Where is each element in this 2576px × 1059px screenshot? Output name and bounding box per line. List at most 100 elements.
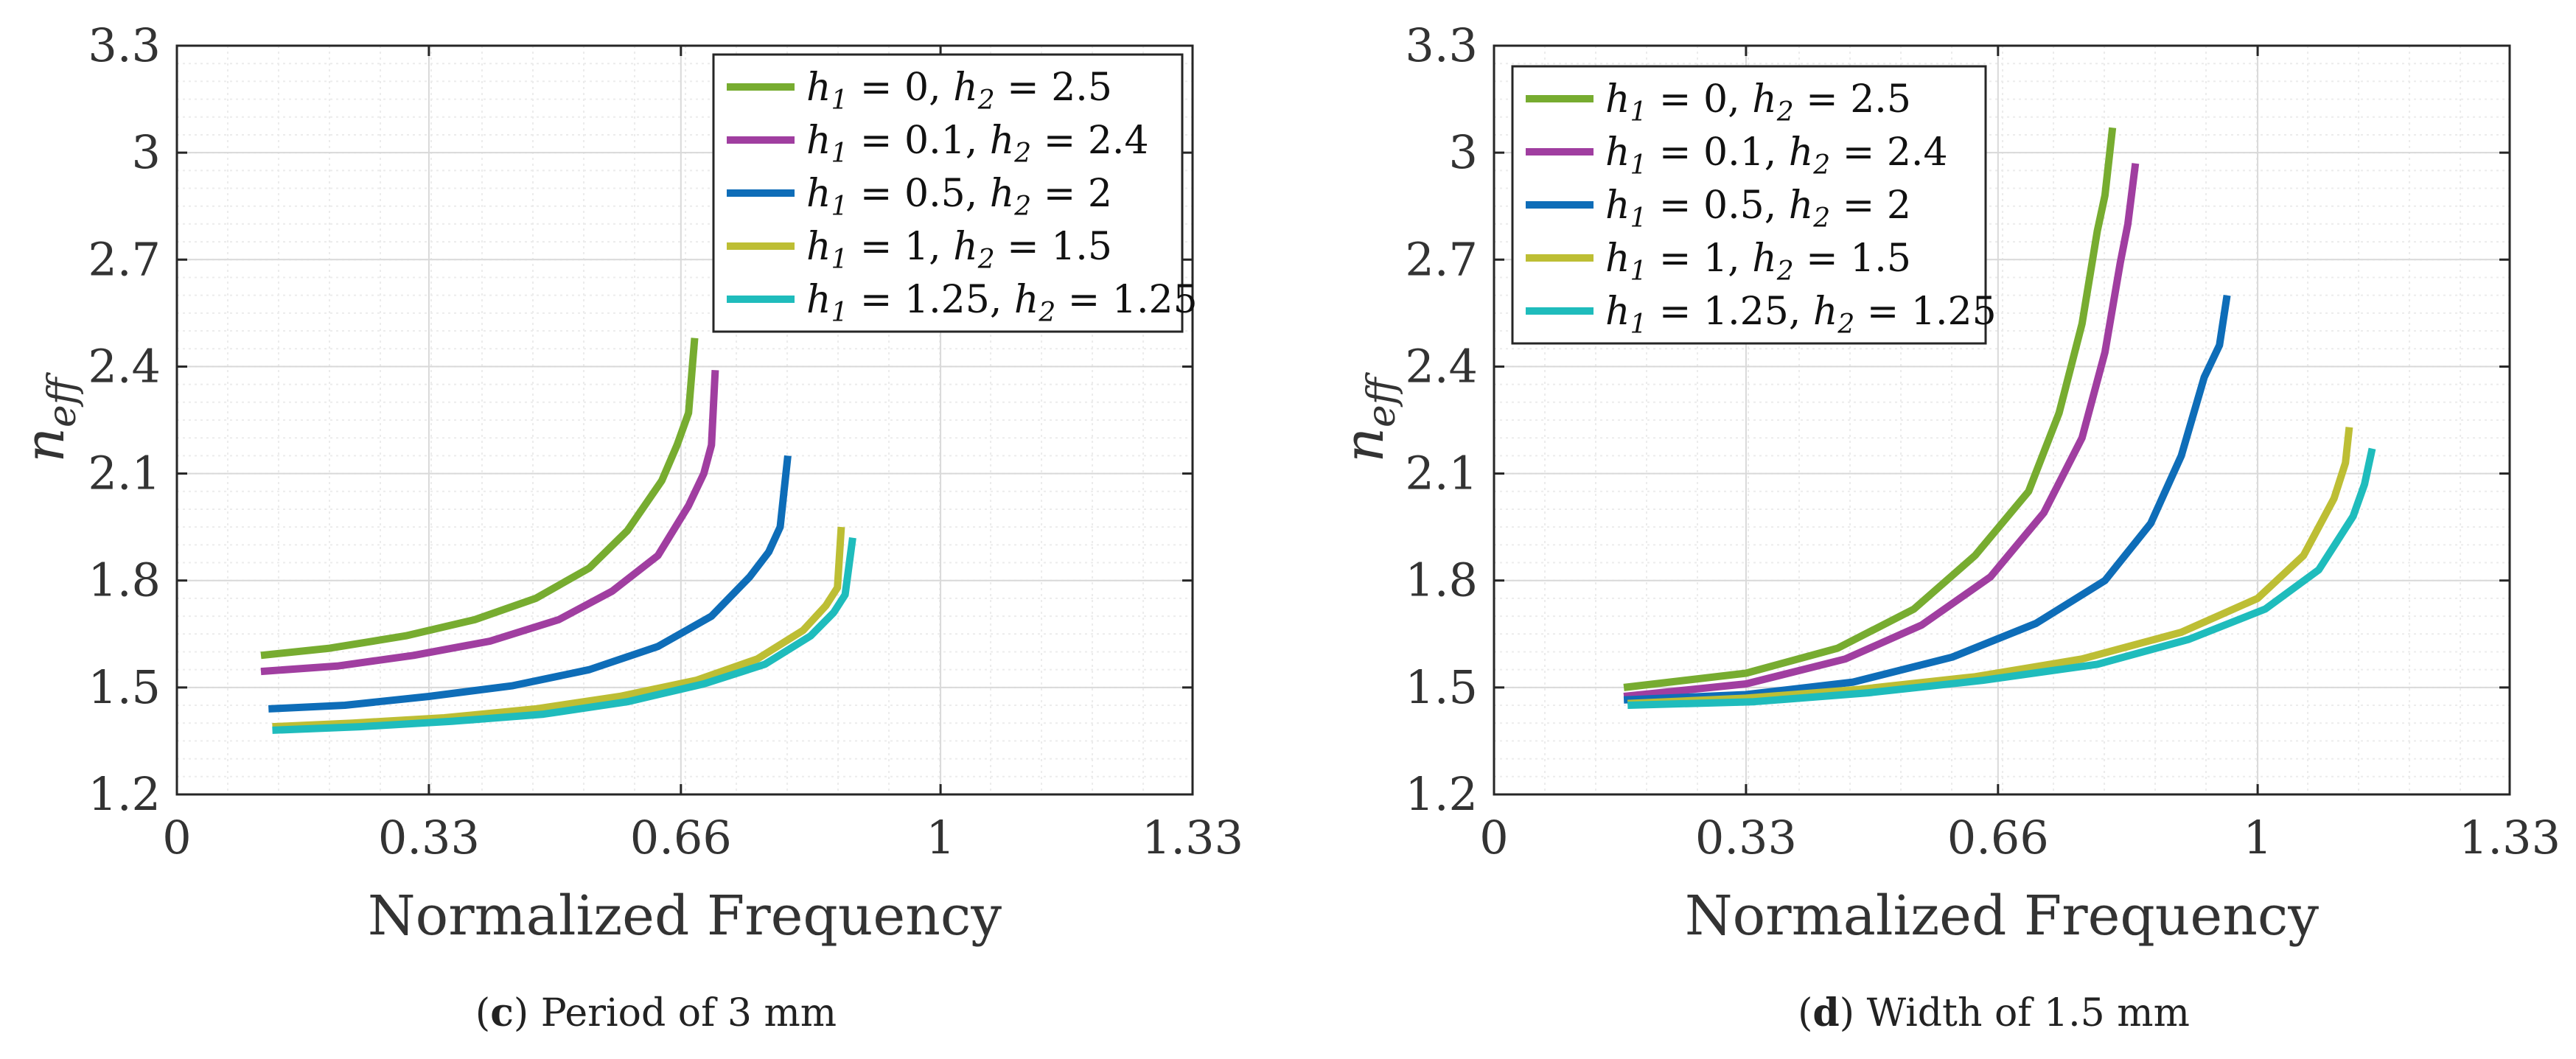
y-axis-label: neff <box>13 371 85 462</box>
x-tick-label: 1 <box>926 811 954 864</box>
y-axis-label-sub: eff <box>41 371 85 427</box>
y-tick-label: 2.1 <box>1405 447 1478 500</box>
y-tick-label: 3.3 <box>1405 18 1478 72</box>
legend-label-part: 1 <box>1630 310 1647 340</box>
legend-label-part: h <box>1752 237 1777 281</box>
y-tick-label: 1.2 <box>1405 767 1478 821</box>
x-axis-label: Normalized Frequency <box>368 884 1002 948</box>
series-line-3 <box>268 455 792 713</box>
y-axis-label: neff <box>1333 371 1404 462</box>
legend-label-part: h <box>1789 130 1814 175</box>
legend-label-3: h1 = 0.5, h2 = 2 <box>1605 184 1911 234</box>
legend-label-part: 2 <box>1812 203 1830 234</box>
legend-label-part: = 0.1, <box>1647 130 1788 175</box>
legend-label-part: = 0.5, <box>1647 184 1788 228</box>
legend-label-part: = 1.25 <box>1055 278 1197 322</box>
legend-label-part: = 0, <box>848 66 953 110</box>
y-tick-label: 3.3 <box>88 18 161 72</box>
series-group <box>260 338 856 734</box>
x-tick-label: 0.33 <box>1695 811 1797 864</box>
legend-label-part: = 1.5 <box>1794 237 1911 281</box>
y-tick-label: 1.8 <box>88 553 161 607</box>
legend-label-part: h <box>1813 290 1838 334</box>
legend-label-part: h <box>806 278 831 322</box>
series-line-2 <box>260 370 719 676</box>
legend-label-part: h <box>1605 77 1630 122</box>
caption-close: ) <box>514 991 541 1035</box>
caption-letter: c <box>490 990 514 1035</box>
caption-open: ( <box>1798 991 1812 1035</box>
legend-label-part: h <box>806 225 831 269</box>
legend-label-part: = 2 <box>1830 184 1911 228</box>
legend-label-part: h <box>953 225 978 269</box>
legend-label-2: h1 = 0.1, h2 = 2.4 <box>806 119 1149 169</box>
legend-label-4: h1 = 1, h2 = 1.5 <box>1605 237 1911 287</box>
legend-label-part: = 0.5, <box>848 172 989 216</box>
series-line-5 <box>1627 447 2376 709</box>
legend-label-part: 1 <box>1630 150 1647 181</box>
legend-label-part: = 1, <box>848 225 953 269</box>
y-axis-label-main: n <box>1333 427 1396 463</box>
legend-label-part: 2 <box>1776 256 1794 287</box>
x-axis-label: Normalized Frequency <box>1685 884 2319 948</box>
y-tick-label: 1.8 <box>1405 553 1478 607</box>
legend-label-part: h <box>1014 278 1039 322</box>
legend-label-part: = 2 <box>1031 172 1112 216</box>
y-tick-label: 3 <box>132 125 161 179</box>
y-tick-label: 3 <box>1449 125 1478 179</box>
legend-label-part: = 1.25, <box>848 278 1013 322</box>
panel-caption: (c) Period of 3 mm <box>475 990 837 1035</box>
legend-label-1: h1 = 0, h2 = 2.5 <box>1605 77 1911 127</box>
legend-label-part: = 1, <box>1647 237 1752 281</box>
legend-label-1: h1 = 0, h2 = 2.5 <box>806 66 1112 116</box>
y-tick-label: 1.5 <box>1405 660 1478 714</box>
legend: h1 = 0, h2 = 2.5h1 = 0.1, h2 = 2.4h1 = 0… <box>1511 65 1997 345</box>
plot-frame <box>175 44 1194 796</box>
legend-label-part: h <box>1605 184 1630 228</box>
caption-open: ( <box>475 991 490 1035</box>
series-line-4 <box>272 526 845 731</box>
panel-caption: (d) Width of 1.5 mm <box>1798 990 2190 1035</box>
x-tick-label: 0.66 <box>630 811 732 864</box>
x-tick-label: 0.66 <box>1947 811 2049 864</box>
legend-label-part: 1 <box>831 139 848 169</box>
legend-label-part: = 0, <box>1647 77 1752 122</box>
caption-text: Period of 3 mm <box>541 991 837 1035</box>
chart-panel-d: 1.2 1.5 1.8 2.1 2.4 2.7 3 3.3 0 0.33 0.66 1 1.33 Norm… <box>1333 18 2561 1035</box>
legend: h1 = 0, h2 = 2.5h1 = 0.1, h2 = 2.4h1 = 0… <box>712 53 1198 333</box>
legend-label-part: 2 <box>1013 192 1031 222</box>
series-line-1 <box>1623 127 2117 691</box>
legend-label-5: h1 = 1.25, h2 = 1.25 <box>1605 290 1997 340</box>
y-axis-label-sub: eff <box>1360 371 1404 427</box>
series-line-2 <box>1623 163 2140 700</box>
legend-label-part: h <box>953 66 978 110</box>
y-tick-label: 1.2 <box>88 767 161 821</box>
x-tick-label: 1.33 <box>2459 811 2561 864</box>
caption-text: Width of 1.5 mm <box>1867 991 2190 1035</box>
legend-label-part: 1 <box>831 298 848 328</box>
plot-frame <box>1493 44 2511 796</box>
x-tick-label: 0 <box>1479 811 1508 864</box>
legend-label-part: h <box>806 119 831 163</box>
legend-label-part: h <box>1605 130 1630 175</box>
legend-label-part: 1 <box>831 192 848 222</box>
series-group <box>1623 127 2376 709</box>
series-line-4 <box>1627 427 2353 707</box>
legend-label-part: 2 <box>1013 139 1031 169</box>
legend-label-part: = 1.25 <box>1854 290 1996 334</box>
legend-label-part: = 1.5 <box>995 225 1112 269</box>
x-tick-label: 0 <box>162 811 191 864</box>
y-axis-label-main: n <box>13 427 77 463</box>
legend-label-part: 1 <box>1630 97 1647 127</box>
series-line-3 <box>1623 294 2231 704</box>
series-line-1 <box>260 338 699 660</box>
legend-label-part: h <box>806 66 831 110</box>
x-tick-label: 1 <box>2243 811 2272 864</box>
legend-label-part: 1 <box>831 245 848 275</box>
legend-label-part: h <box>1605 290 1630 334</box>
legend-label-2: h1 = 0.1, h2 = 2.4 <box>1605 130 1948 181</box>
y-tick-label: 2.4 <box>1405 339 1478 393</box>
legend-label-4: h1 = 1, h2 = 1.5 <box>806 225 1112 275</box>
legend-label-3: h1 = 0.5, h2 = 2 <box>806 172 1112 222</box>
